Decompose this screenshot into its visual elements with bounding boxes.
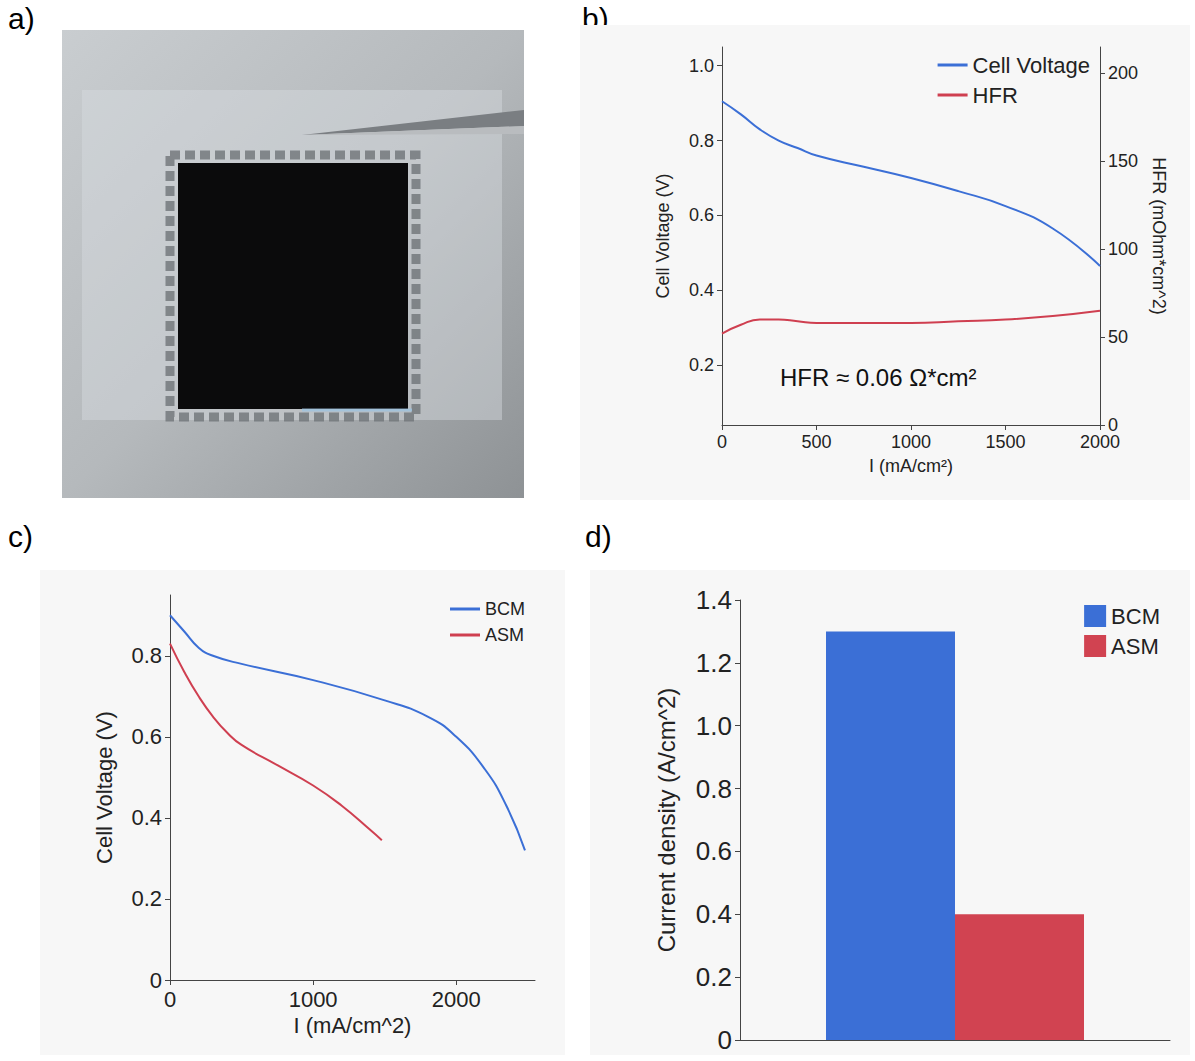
svg-text:0.8: 0.8 [131,643,162,668]
svg-text:150: 150 [1108,151,1138,171]
svg-text:0.8: 0.8 [696,774,732,804]
html-text:c): c) [8,520,33,553]
svg-text:0: 0 [718,1025,732,1055]
svg-text:0: 0 [164,987,176,1012]
svg-text:0: 0 [150,968,162,993]
svg-text:1.2: 1.2 [696,648,732,678]
svg-text:0: 0 [1108,415,1118,435]
svg-text:0.4: 0.4 [131,805,162,830]
svg-text:BCM: BCM [1111,604,1160,629]
svg-text:Cell Voltage (V): Cell Voltage (V) [92,711,117,864]
svg-text:Cell Voltage: Cell Voltage [973,53,1090,78]
svg-text:HFR (mOhm*cm^2): HFR (mOhm*cm^2) [1149,157,1169,314]
svg-text:1.0: 1.0 [689,56,714,76]
html-text:b): b) [582,2,609,35]
svg-text:2000: 2000 [432,987,481,1012]
svg-text:0: 0 [717,432,727,452]
svg-text:Current density (A/cm^2): Current density (A/cm^2) [653,688,680,953]
svg-text:500: 500 [801,432,831,452]
svg-text:0.2: 0.2 [689,355,714,375]
svg-text:BCM: BCM [485,599,525,619]
svg-text:HFR ≈ 0.06 Ω*cm²: HFR ≈ 0.06 Ω*cm² [780,364,976,391]
svg-text:0.2: 0.2 [131,886,162,911]
svg-text:1.4: 1.4 [696,585,732,615]
svg-text:I (mA/cm²): I (mA/cm²) [869,456,953,476]
svg-text:0.6: 0.6 [131,724,162,749]
svg-text:1.0: 1.0 [696,711,732,741]
svg-text:0.6: 0.6 [689,205,714,225]
svg-text:0.4: 0.4 [689,280,714,300]
svg-text:0.2: 0.2 [696,962,732,992]
svg-text:I (mA/cm^2): I (mA/cm^2) [294,1013,412,1038]
svg-text:1000: 1000 [891,432,931,452]
svg-text:100: 100 [1108,239,1138,259]
svg-text:ASM: ASM [1111,634,1159,659]
svg-text:50: 50 [1108,327,1128,347]
svg-text:1500: 1500 [985,432,1025,452]
svg-text:0.8: 0.8 [689,131,714,151]
svg-text:200: 200 [1108,63,1138,83]
svg-text:0.4: 0.4 [696,899,732,929]
svg-text:Cell Voltage (V): Cell Voltage (V) [653,173,673,298]
svg-text:1000: 1000 [289,987,338,1012]
html-text:d): d) [585,520,612,553]
svg-text:2000: 2000 [1080,432,1120,452]
svg-text:ASM: ASM [485,625,524,645]
svg-text:0.6: 0.6 [696,836,732,866]
svg-text:HFR: HFR [973,83,1018,108]
html-text:a): a) [8,2,35,35]
